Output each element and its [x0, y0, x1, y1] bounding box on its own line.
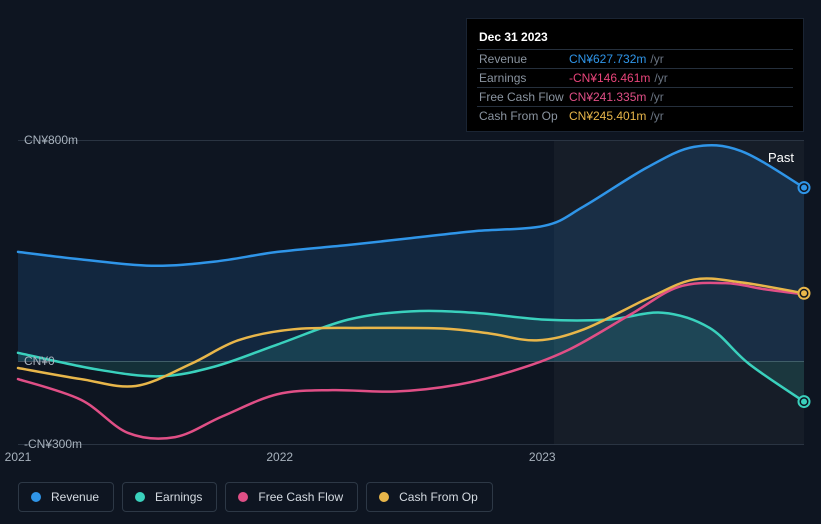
- y-axis-label: CN¥800m: [24, 133, 78, 147]
- legend: Revenue Earnings Free Cash Flow Cash From O…: [18, 482, 493, 512]
- legend-dot: [379, 492, 389, 502]
- gridline: [18, 444, 804, 445]
- plot-area: Past CN¥800mCN¥0-CN¥300m: [18, 140, 804, 444]
- legend-label: Free Cash Flow: [258, 490, 343, 504]
- tooltip-row: Free Cash FlowCN¥241.335m/yr: [477, 87, 793, 106]
- legend-toggle-free-cash-flow[interactable]: Free Cash Flow: [225, 482, 358, 512]
- tooltip-value: CN¥241.335m: [569, 91, 646, 103]
- legend-dot: [238, 492, 248, 502]
- chart-tooltip: Dec 31 2023 RevenueCN¥627.732m/yrEarning…: [466, 18, 804, 132]
- legend-toggle-revenue[interactable]: Revenue: [18, 482, 114, 512]
- legend-toggle-cash-from-op[interactable]: Cash From Op: [366, 482, 493, 512]
- tooltip-date: Dec 31 2023: [477, 27, 793, 49]
- tooltip-label: Cash From Op: [479, 110, 569, 122]
- tooltip-value: -CN¥146.461m: [569, 72, 650, 84]
- series-end-marker-dot: [801, 185, 807, 191]
- tooltip-unit: /yr: [650, 91, 663, 103]
- tooltip-unit: /yr: [650, 110, 663, 122]
- x-axis-label: 2023: [529, 450, 556, 464]
- legend-toggle-earnings[interactable]: Earnings: [122, 482, 217, 512]
- tooltip-label: Revenue: [479, 53, 569, 65]
- x-axis: 202120222023: [18, 450, 804, 470]
- tooltip-label: Free Cash Flow: [479, 91, 569, 103]
- series-end-marker-dot: [801, 399, 807, 405]
- tooltip-row: RevenueCN¥627.732m/yr: [477, 49, 793, 68]
- legend-dot: [31, 492, 41, 502]
- series-end-marker-dot: [801, 290, 807, 296]
- tooltip-value: CN¥245.401m: [569, 110, 646, 122]
- y-axis-label: CN¥0: [24, 354, 55, 368]
- x-axis-label: 2022: [266, 450, 293, 464]
- tooltip-row: Cash From OpCN¥245.401m/yr: [477, 106, 793, 125]
- tooltip-unit: /yr: [654, 72, 667, 84]
- tooltip-row: Earnings-CN¥146.461m/yr: [477, 68, 793, 87]
- legend-label: Earnings: [155, 490, 202, 504]
- legend-label: Cash From Op: [399, 490, 478, 504]
- y-axis-label: -CN¥300m: [24, 437, 82, 451]
- financials-chart: Dec 31 2023 RevenueCN¥627.732m/yrEarning…: [0, 0, 821, 524]
- tooltip-unit: /yr: [650, 53, 663, 65]
- tooltip-label: Earnings: [479, 72, 569, 84]
- legend-label: Revenue: [51, 490, 99, 504]
- tooltip-value: CN¥627.732m: [569, 53, 646, 65]
- x-axis-label: 2021: [5, 450, 32, 464]
- past-label: Past: [768, 150, 794, 165]
- plot-svg: [18, 140, 804, 444]
- legend-dot: [135, 492, 145, 502]
